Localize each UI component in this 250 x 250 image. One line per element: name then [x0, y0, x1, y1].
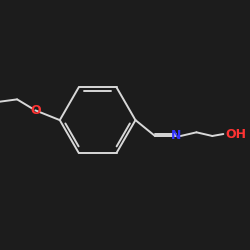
Text: OH: OH: [226, 128, 247, 140]
Text: N: N: [170, 130, 181, 142]
Text: O: O: [30, 104, 41, 117]
